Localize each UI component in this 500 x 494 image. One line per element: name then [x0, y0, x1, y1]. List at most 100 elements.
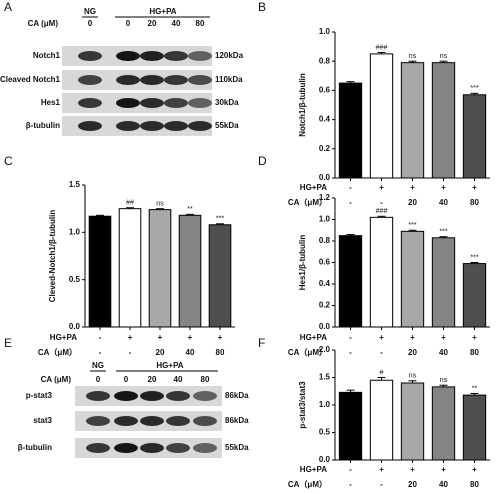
- condition: +: [410, 333, 415, 342]
- condition: 40: [186, 348, 195, 357]
- condition: -: [349, 348, 352, 357]
- bar: [431, 62, 456, 179]
- bar: [462, 263, 487, 328]
- band: [140, 443, 164, 453]
- condition: +: [472, 183, 477, 192]
- significance: ns: [409, 373, 417, 380]
- panel-label: F: [258, 336, 265, 350]
- row-size: 86kDa: [225, 391, 249, 400]
- row-name: Notch1: [33, 51, 61, 60]
- significance: ***: [408, 222, 416, 229]
- panel-label: D: [258, 154, 267, 168]
- condition: -: [349, 465, 352, 474]
- band: [140, 121, 164, 131]
- condition: +: [472, 465, 477, 474]
- group-label: NG: [92, 361, 104, 370]
- band: [116, 75, 140, 85]
- band: [140, 98, 164, 108]
- significance: ns: [156, 201, 164, 208]
- bar: [369, 53, 394, 179]
- panel-label: E: [4, 336, 12, 350]
- condition: -: [380, 198, 383, 207]
- row-size: 86kDa: [225, 416, 249, 425]
- dose-label: CA (μM): [41, 375, 72, 384]
- condition: -: [349, 333, 352, 342]
- bar: [338, 82, 363, 179]
- condition: +: [410, 465, 415, 474]
- row-size: 30kDa: [215, 98, 239, 107]
- band: [188, 121, 212, 131]
- band: [116, 121, 140, 131]
- bar: [208, 224, 232, 328]
- band: [86, 443, 110, 453]
- significance: ns: [440, 377, 448, 384]
- y-tick-label: 0.2: [319, 144, 331, 153]
- band: [140, 416, 164, 426]
- condition: +: [379, 183, 384, 192]
- dose: 40: [172, 19, 181, 28]
- condition: 20: [408, 198, 417, 207]
- significance: ***: [470, 85, 478, 92]
- band: [140, 75, 164, 85]
- bar: [462, 94, 487, 179]
- significance: **: [187, 206, 193, 213]
- condition: +: [472, 333, 477, 342]
- condition: 80: [470, 198, 479, 207]
- dose: 20: [148, 375, 157, 384]
- y-tick-label: 0.0: [319, 173, 331, 182]
- y-axis-label: Notch1/β-tubulin: [298, 73, 307, 137]
- band: [164, 51, 188, 61]
- group-label: NG: [84, 7, 96, 16]
- condition: +: [218, 333, 223, 342]
- band: [193, 443, 217, 453]
- bar: [338, 235, 363, 328]
- condition: -: [349, 183, 352, 192]
- dose: 20: [148, 19, 157, 28]
- band: [193, 391, 217, 401]
- condition: +: [188, 333, 193, 342]
- condition: 40: [439, 348, 448, 357]
- condition: +: [158, 333, 163, 342]
- condition: +: [441, 333, 446, 342]
- condition: +: [379, 333, 384, 342]
- significance: ns: [409, 53, 417, 60]
- y-tick-label: 1.0: [319, 215, 331, 224]
- significance: ***: [439, 229, 447, 236]
- bar: [178, 214, 202, 328]
- dose: 40: [174, 375, 183, 384]
- y-tick-label: 0.6: [319, 258, 331, 267]
- row-name: β-tubulin: [18, 443, 52, 452]
- band: [188, 98, 212, 108]
- row-size: 110kDa: [215, 75, 243, 84]
- row-size: 55kDa: [215, 121, 239, 130]
- band: [78, 75, 102, 85]
- y-tick-label: 0.0: [319, 322, 331, 331]
- bar: [431, 237, 456, 328]
- panel-label: A: [4, 0, 12, 14]
- y-tick-label: 0.8: [319, 56, 331, 65]
- y-tick-label: 0.4: [319, 115, 331, 124]
- band: [188, 75, 212, 85]
- band: [166, 391, 190, 401]
- y-tick-label: 1.2: [319, 193, 331, 202]
- condition: -: [349, 480, 352, 489]
- band: [116, 98, 140, 108]
- condition-label: CA（μM）: [288, 479, 327, 489]
- group-label: HG+PA: [156, 361, 183, 370]
- panel-label: C: [4, 154, 13, 168]
- bar: [400, 62, 425, 179]
- band: [114, 391, 138, 401]
- row-name: stat3: [33, 416, 52, 425]
- band: [140, 391, 164, 401]
- condition: 20: [156, 348, 165, 357]
- condition-label: CA（μM）: [288, 347, 327, 357]
- y-tick-label: 0.2: [319, 301, 331, 310]
- condition: 20: [408, 348, 417, 357]
- condition: +: [379, 465, 384, 474]
- condition: -: [380, 480, 383, 489]
- bar: [462, 394, 487, 461]
- condition: +: [441, 183, 446, 192]
- significance: #: [380, 369, 384, 376]
- significance: ***: [216, 216, 224, 223]
- condition-label: CA（μM）: [38, 347, 77, 357]
